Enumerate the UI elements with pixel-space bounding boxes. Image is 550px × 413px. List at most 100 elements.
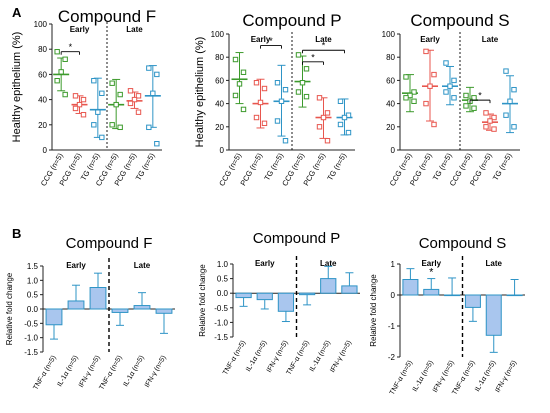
category-label: TNF-α (n=5) xyxy=(222,340,247,377)
bar xyxy=(277,292,295,312)
y-tick-label: 80 xyxy=(38,45,47,54)
group-label-early: Early xyxy=(251,35,271,44)
chart-5: Compound S -2 -1 0 1 Relative fold change Earl… xyxy=(369,235,525,396)
y-tick-label: -1.0 xyxy=(24,334,38,343)
y-tick-label: -1.5 xyxy=(214,333,228,342)
y-tick-label: 100 xyxy=(211,30,225,39)
data-point xyxy=(154,71,160,78)
data-point xyxy=(411,89,417,95)
bar xyxy=(67,300,85,310)
y-tick-label: 0 xyxy=(391,291,396,300)
data-point xyxy=(274,118,281,124)
data-point xyxy=(117,124,123,131)
data-point xyxy=(491,114,497,121)
y-tick-label: 1 xyxy=(391,260,396,269)
bar xyxy=(444,294,461,297)
category-label: IFN-γ (n=5) xyxy=(494,360,518,394)
data-point xyxy=(72,93,79,99)
data-point xyxy=(483,110,489,116)
chart-title: Compound P xyxy=(253,230,341,247)
data-point xyxy=(451,77,457,84)
data-point xyxy=(253,114,260,121)
category-label: TNF-α (n=5) xyxy=(98,355,123,392)
data-point xyxy=(320,114,327,121)
group-label-late: Late xyxy=(320,259,337,268)
data-point xyxy=(303,66,310,72)
data-point xyxy=(503,68,509,74)
category-label: IL-1α (n=5) xyxy=(56,355,79,388)
chart-1: Compound P 0 20 40 60 80 100 Healthy epithelium… xyxy=(194,11,355,188)
data-point xyxy=(295,89,302,95)
data-point xyxy=(443,89,449,95)
category-label: TG (n=5) xyxy=(262,151,285,182)
data-point xyxy=(240,106,247,113)
category-label: IFN-γ (n=5) xyxy=(329,340,353,374)
category-label: IL-1α (n=5) xyxy=(474,360,497,393)
data-point xyxy=(337,121,344,128)
chart-title: Compound F xyxy=(66,235,153,252)
group-label-late: Late xyxy=(126,25,143,34)
y-tick-label: 1.5 xyxy=(27,262,39,271)
y-tick-label: 0.5 xyxy=(217,275,229,284)
data-point xyxy=(146,65,152,71)
group-label-early: Early xyxy=(66,261,86,270)
data-point xyxy=(471,105,477,111)
y-tick-label: 20 xyxy=(386,123,395,132)
category-label: TNF-α (n=5) xyxy=(389,360,414,397)
data-point xyxy=(232,92,239,99)
y-tick-label: -0.5 xyxy=(214,304,228,313)
group-label-early: Early xyxy=(70,25,90,34)
data-point xyxy=(91,78,97,84)
data-point xyxy=(150,90,156,96)
y-tick-label: 0 xyxy=(43,146,48,155)
category-label: TNF-α (n=5) xyxy=(32,355,57,392)
data-point xyxy=(109,122,115,128)
data-point xyxy=(443,60,449,66)
data-point xyxy=(511,86,517,93)
data-point xyxy=(337,98,344,104)
data-point xyxy=(507,98,513,104)
data-point xyxy=(463,103,469,109)
bar xyxy=(235,292,252,299)
group-label-late: Late xyxy=(486,259,503,268)
data-point xyxy=(341,114,348,121)
bar xyxy=(45,308,63,326)
data-point xyxy=(463,92,469,99)
y-tick-label: 0 xyxy=(220,146,225,155)
bar xyxy=(464,294,481,308)
data-point xyxy=(491,126,497,132)
data-point xyxy=(503,112,509,118)
data-point xyxy=(403,95,409,101)
group-label-early: Early xyxy=(421,259,441,268)
data-point xyxy=(127,100,134,107)
data-point xyxy=(411,98,417,104)
group-label-late: Late xyxy=(134,261,151,270)
data-point xyxy=(295,52,302,58)
data-point xyxy=(282,138,289,144)
panel-label-a: A xyxy=(12,5,22,20)
data-point xyxy=(76,101,83,108)
significance-label: * xyxy=(269,36,273,46)
data-point xyxy=(99,90,105,96)
significance-label: * xyxy=(429,267,434,279)
data-point xyxy=(146,124,152,131)
group-label-early: Early xyxy=(420,35,440,44)
data-point xyxy=(80,96,87,103)
bar xyxy=(402,279,419,296)
data-point xyxy=(483,124,489,130)
data-point xyxy=(282,86,289,93)
panel-label-b: B xyxy=(12,226,21,241)
data-point xyxy=(80,112,87,118)
y-tick-label: 100 xyxy=(34,20,48,29)
bar xyxy=(133,305,151,310)
significance-label: * xyxy=(69,42,73,52)
y-tick-label: 80 xyxy=(215,53,224,62)
y-axis-label: Healthy epithelium (%) xyxy=(11,32,23,143)
data-point xyxy=(135,109,142,115)
bar xyxy=(341,285,358,294)
bar xyxy=(256,292,273,301)
data-point xyxy=(487,118,493,124)
data-point xyxy=(278,98,285,104)
data-point xyxy=(240,69,247,75)
